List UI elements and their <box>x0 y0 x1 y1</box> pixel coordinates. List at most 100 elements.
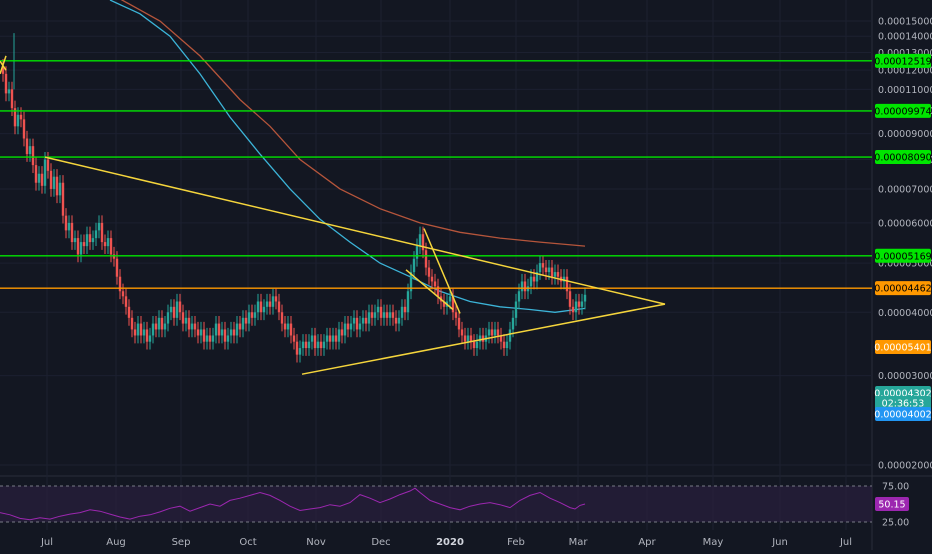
candle-body <box>421 234 425 251</box>
candle-body <box>517 291 521 302</box>
level-badge <box>875 103 931 118</box>
price-badge-label: 0.00004002 <box>874 410 931 421</box>
candle-body <box>391 312 395 318</box>
candle-body <box>487 329 491 336</box>
candle-body <box>142 329 146 336</box>
candle-body <box>454 312 458 318</box>
candle-body <box>253 312 257 318</box>
candle-body <box>208 335 212 342</box>
candle-body <box>226 335 230 342</box>
candle-body <box>307 341 311 349</box>
candle-body <box>322 341 326 349</box>
candle-body <box>46 159 50 171</box>
candle-body <box>319 341 323 349</box>
candle-body <box>361 317 365 324</box>
candle-body <box>82 242 86 247</box>
candle-body <box>151 323 155 336</box>
candle-body <box>283 323 287 330</box>
candle-body <box>202 329 206 342</box>
price-tick-label: 0.00004000 <box>878 308 932 319</box>
candle-body <box>16 114 20 127</box>
candle-body <box>187 317 191 330</box>
candle-body <box>109 238 113 255</box>
candle-body <box>205 335 209 342</box>
candle-body <box>373 312 377 318</box>
candle-body <box>310 335 314 342</box>
level-badge-label: 0.00008090 <box>874 153 931 164</box>
candle-body <box>238 323 242 330</box>
price-badge-label: 0.00004302 <box>874 389 931 400</box>
trendline <box>405 269 454 311</box>
price-tick-label: 0.00005000 <box>878 259 932 270</box>
candle-body <box>520 281 524 292</box>
rsi-tick-label: 75.00 <box>882 482 909 493</box>
candle-body <box>511 317 515 330</box>
time-tick-label: May <box>703 537 724 548</box>
price-badge <box>875 407 931 421</box>
candle-body <box>259 301 263 313</box>
price-tick-label: 0.00003000 <box>878 371 932 382</box>
candle-body <box>139 323 143 336</box>
candle-body <box>250 312 254 318</box>
candle-body <box>316 341 320 349</box>
candle-body <box>460 329 464 336</box>
candle-body <box>532 276 536 282</box>
candle-body <box>367 312 371 324</box>
candle-body <box>85 234 89 247</box>
candle-body <box>448 296 452 302</box>
candle-body <box>547 267 551 273</box>
candle-body <box>379 306 383 318</box>
candle-body <box>70 222 74 243</box>
candle-body <box>124 296 128 307</box>
candle-body <box>295 341 299 355</box>
candle-body <box>64 215 68 231</box>
candle-body <box>301 341 305 349</box>
candle-body <box>169 306 173 313</box>
candle-body <box>157 317 161 330</box>
candle-body <box>163 323 167 330</box>
candle-body <box>325 335 329 342</box>
candle-body <box>508 329 512 342</box>
candle-body <box>133 329 137 336</box>
candle-body <box>49 170 53 189</box>
candle-body <box>214 323 218 336</box>
time-tick-label: Jun <box>771 537 788 548</box>
level-badge-label: 0.00009974 <box>874 106 931 117</box>
candle-body <box>385 312 389 318</box>
time-tick-label: Apr <box>638 537 656 548</box>
candle-body <box>565 276 569 292</box>
candle-body <box>10 89 14 109</box>
price-tick-label: 0.00006000 <box>878 218 932 229</box>
candle-body <box>190 323 194 330</box>
price-tick-label: 0.00015000 <box>878 17 932 28</box>
candle-body <box>568 291 572 307</box>
candle-body <box>262 306 266 313</box>
candle-body <box>274 296 278 302</box>
time-tick-label: Jul <box>40 537 53 548</box>
candle-body <box>244 317 248 324</box>
candle-body <box>502 341 506 349</box>
time-tick-label: Jul <box>839 537 852 548</box>
candle-body <box>160 317 164 330</box>
candle-body <box>340 329 344 336</box>
candle-body <box>556 272 560 277</box>
candle-body <box>79 242 83 255</box>
time-tick-label: Aug <box>106 537 126 548</box>
candle-body <box>58 182 62 196</box>
candle-body <box>370 312 374 318</box>
candle-body <box>1 66 5 74</box>
candle-body <box>358 323 362 330</box>
candle-body <box>406 291 410 313</box>
candle-body <box>583 294 587 302</box>
candle-body <box>433 281 437 287</box>
candle-body <box>478 335 482 342</box>
candle-body <box>184 317 188 324</box>
candle-body <box>268 301 272 307</box>
candle-body <box>136 323 140 336</box>
candle-body <box>355 317 359 330</box>
time-axis: Jul Aug Sep Oct Nov Dec 2020 Feb Mar Apr May Jun Jul <box>40 0 852 548</box>
candle-body <box>577 301 581 307</box>
candle-body <box>394 317 398 324</box>
